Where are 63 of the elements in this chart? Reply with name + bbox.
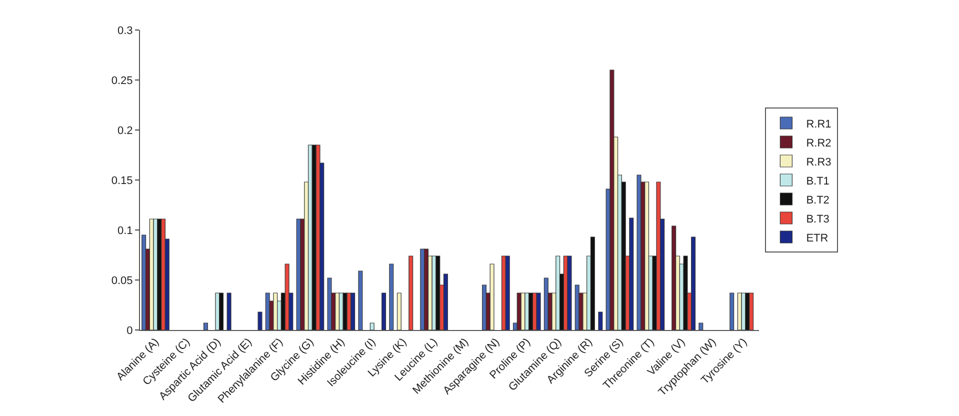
bar bbox=[215, 292, 220, 330]
bar bbox=[203, 322, 208, 330]
bar bbox=[389, 264, 394, 330]
bar bbox=[226, 292, 232, 330]
legend-label: B.T3 bbox=[806, 213, 830, 226]
bar bbox=[567, 256, 572, 330]
bar bbox=[396, 292, 402, 330]
bar bbox=[656, 182, 661, 330]
bar bbox=[408, 256, 414, 330]
legend-label: R.R3 bbox=[806, 156, 832, 168]
bar bbox=[505, 256, 510, 330]
bar bbox=[610, 70, 614, 330]
bar bbox=[629, 218, 634, 330]
bar bbox=[490, 264, 494, 330]
y-tick-label: 0.05 bbox=[111, 274, 133, 287]
y-tick-label: 0.15 bbox=[111, 174, 133, 187]
legend-label: R.R2 bbox=[806, 137, 832, 150]
bar bbox=[161, 218, 166, 330]
bar bbox=[730, 292, 734, 330]
bar bbox=[536, 292, 541, 330]
bar bbox=[327, 278, 332, 330]
bar bbox=[436, 256, 440, 330]
bar bbox=[350, 292, 356, 330]
bar bbox=[370, 322, 374, 330]
bar bbox=[749, 292, 754, 330]
legend-label: B.T2 bbox=[806, 194, 830, 206]
bar bbox=[691, 236, 696, 330]
legend-label: ETR bbox=[806, 232, 828, 244]
bar bbox=[590, 236, 595, 330]
bar bbox=[358, 270, 363, 330]
y-tick-label: 0.1 bbox=[118, 224, 133, 237]
bar bbox=[316, 144, 320, 330]
bar bbox=[636, 174, 642, 330]
bar bbox=[737, 292, 742, 330]
bar bbox=[142, 234, 146, 330]
y-tick-label: 0.25 bbox=[111, 74, 133, 87]
bar bbox=[698, 322, 704, 330]
bar bbox=[532, 292, 537, 330]
y-tick-label: 0.3 bbox=[118, 24, 133, 37]
bar bbox=[745, 292, 750, 330]
bar bbox=[443, 274, 448, 330]
bar bbox=[338, 292, 344, 330]
y-tick-label: 0 bbox=[126, 324, 133, 337]
bar bbox=[382, 292, 386, 330]
bar bbox=[424, 248, 428, 330]
bar bbox=[335, 292, 340, 330]
bar bbox=[556, 256, 560, 330]
bar bbox=[528, 292, 534, 330]
bar bbox=[219, 292, 224, 330]
bar bbox=[672, 226, 676, 330]
bar bbox=[520, 292, 526, 330]
bar bbox=[644, 182, 650, 330]
legend-label: R.R1 bbox=[806, 118, 832, 130]
bar bbox=[524, 292, 530, 330]
y-tick-label: 0.2 bbox=[118, 124, 133, 137]
bar bbox=[273, 292, 278, 330]
legend-label: B.T1 bbox=[806, 175, 830, 188]
bar bbox=[683, 256, 688, 330]
bar bbox=[544, 278, 548, 330]
bar bbox=[346, 292, 352, 330]
bar bbox=[482, 284, 486, 330]
bar bbox=[258, 312, 262, 330]
bar bbox=[598, 312, 603, 330]
